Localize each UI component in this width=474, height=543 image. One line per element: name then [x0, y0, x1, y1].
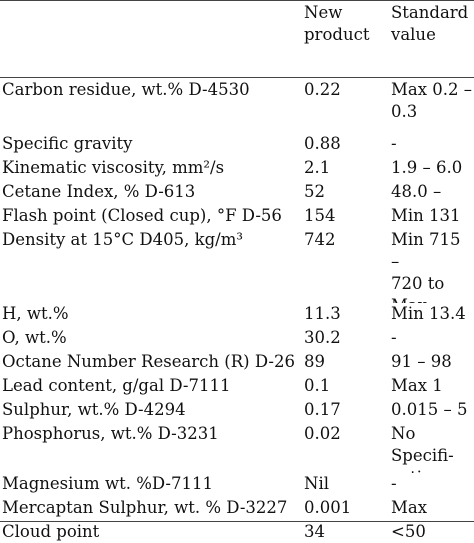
row-standard-value: Min 131: [391, 206, 461, 225]
row-new-product: 89: [304, 352, 325, 371]
table-row: Sulphur, wt.% D-4294 0.17 0.015 – 5: [0, 399, 474, 423]
row-standard-value: Min 13.4: [391, 304, 466, 323]
row-property: Specific gravity: [2, 134, 133, 153]
row-standard-value: Max 1: [391, 376, 443, 395]
row-standard-value: 91 – 98: [391, 352, 452, 371]
row-property: Mercaptan Sulphur, wt. % D-3227: [2, 498, 288, 517]
row-property: Octane Number Research (R) D-2699: [2, 352, 296, 371]
row-new-product: 2.1: [304, 158, 331, 177]
table-row: Cetane Index, % D-613 52 48.0 – 55.0: [0, 181, 474, 205]
row-property: H, wt.%: [2, 304, 69, 323]
row-standard-value: 48.0 – 55.0: [391, 182, 442, 205]
table-row: Phosphorus, wt.% D-3231 0.02 No Specifi- c…: [0, 423, 474, 473]
header-rule: [0, 77, 474, 78]
row-property: Flash point (Closed cup), °F D-56: [2, 206, 282, 225]
row-new-product: 742: [304, 230, 336, 249]
row-standard-value: <50: [391, 522, 426, 541]
table-row: Cloud point 34 <50: [0, 521, 474, 543]
row-standard-value: Min 715 – 720 to Max 775 – 780: [391, 230, 461, 303]
table-row: Magnesium wt. %D-7111 Nil -: [0, 473, 474, 497]
row-new-product: 0.88: [304, 134, 341, 153]
row-standard-value: -: [391, 134, 397, 153]
header-new-product: New product: [304, 3, 370, 44]
row-new-product: 11.3: [304, 304, 341, 323]
row-property: Carbon residue, wt.% D-4530: [2, 80, 250, 99]
row-property: Cloud point: [2, 522, 100, 541]
row-standard-value: No Specifi- cations: [391, 424, 454, 473]
table-row: H, wt.% 11.3 Min 13.4: [0, 303, 474, 327]
row-new-product: 0.02: [304, 424, 341, 443]
row-property: Sulphur, wt.% D-4294: [2, 400, 186, 419]
row-new-product: 34: [304, 522, 325, 541]
table-row: O, wt.% 30.2 -: [0, 327, 474, 351]
row-standard-value: -: [391, 328, 397, 347]
row-new-product: 52: [304, 182, 325, 201]
row-property: O, wt.%: [2, 328, 67, 347]
top-rule: [0, 0, 474, 1]
row-property: Magnesium wt. %D-7111: [2, 474, 213, 493]
table-row: Specific gravity 0.88 -: [0, 133, 474, 157]
row-new-product: Nil: [304, 474, 329, 493]
row-standard-value: 1.9 – 6.0: [391, 158, 463, 177]
row-standard-value: Max 0.2 – 0.3: [391, 80, 473, 121]
bottom-rule: [0, 521, 474, 522]
row-property: Density at 15°C D405, kg/m³: [2, 230, 243, 249]
row-new-product: 30.2: [304, 328, 341, 347]
table-row: Kinematic viscosity, mm²/s 2.1 1.9 – 6.0: [0, 157, 474, 181]
table-row: Octane Number Research (R) D-2699 89 91 – …: [0, 351, 474, 375]
table-row: Mercaptan Sulphur, wt. % D-3227 0.001 Max …: [0, 497, 474, 521]
table-row: Flash point (Closed cup), °F D-56 154 Min …: [0, 205, 474, 229]
row-property: Kinematic viscosity, mm²/s: [2, 158, 225, 177]
table-row: Density at 15°C D405, kg/m³ 742 Min 715 – …: [0, 229, 474, 303]
table-row: Lead content, g/gal D-7111 0.1 Max 1: [0, 375, 474, 399]
row-standard-value: 0.015 – 5: [391, 400, 468, 419]
row-property: Cetane Index, % D-613: [2, 182, 196, 201]
row-property: Phosphorus, wt.% D-3231: [2, 424, 219, 443]
row-new-product: 0.17: [304, 400, 341, 419]
row-new-product: 0.1: [304, 376, 331, 395]
row-new-product: 154: [304, 206, 336, 225]
table-header: New product Standard value: [0, 0, 474, 77]
table-row: Carbon residue, wt.% D-4530 0.22 Max 0.2 –…: [0, 79, 474, 133]
row-property: Lead content, g/gal D-7111: [2, 376, 231, 395]
row-standard-value: -: [391, 474, 397, 493]
row-new-product: 0.001: [304, 498, 352, 517]
row-standard-value: Max 0.003: [391, 498, 438, 521]
row-new-product: 0.22: [304, 80, 341, 99]
table-body: Carbon residue, wt.% D-4530 0.22 Max 0.2 –…: [0, 77, 474, 543]
header-standard-value: Standard value: [391, 3, 469, 44]
